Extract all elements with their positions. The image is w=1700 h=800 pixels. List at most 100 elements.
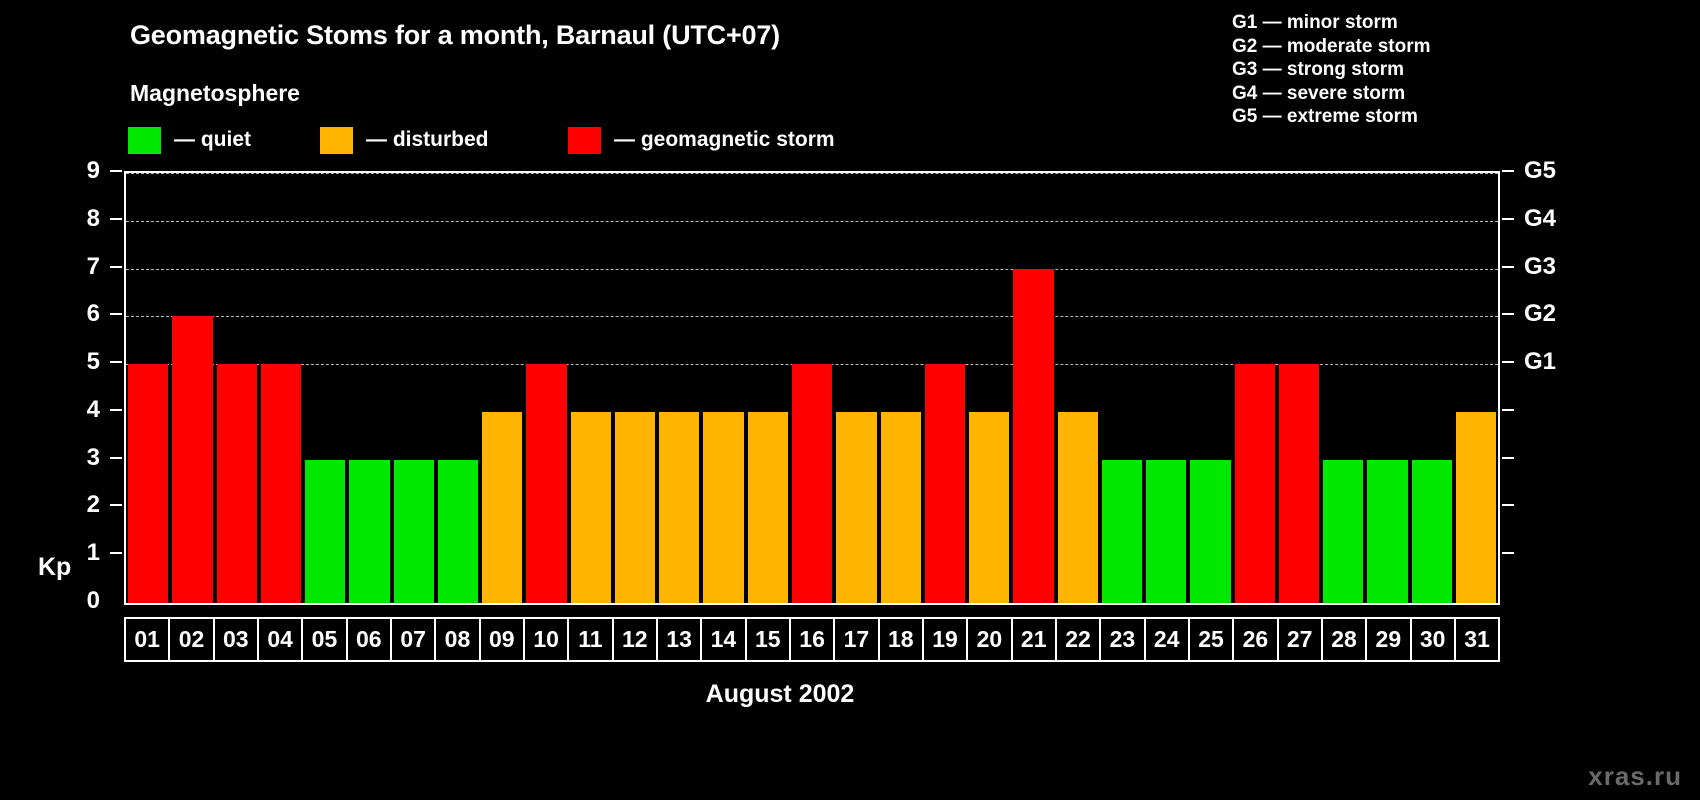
day-label-18[interactable]: 18 [880,619,924,660]
bar-day-23[interactable] [1101,459,1143,603]
day-label-11[interactable]: 11 [569,619,614,660]
day-label-06[interactable]: 06 [348,619,392,660]
legend-swatch-icon [568,126,601,154]
bar-day-19[interactable] [924,364,966,603]
gridline [126,173,1498,174]
day-label-15[interactable]: 15 [747,619,791,660]
g-tick-label-G1: G1 [1524,348,1557,376]
g-tick-mark [1502,170,1514,172]
g-tick-label-G5: G5 [1524,157,1557,184]
bar-day-04[interactable] [260,364,302,603]
bar-day-24[interactable] [1146,459,1187,603]
kp-tick-label: 0 [86,587,100,614]
day-label-17[interactable]: 17 [835,619,880,660]
bar-day-14[interactable] [703,411,744,603]
day-label-04[interactable]: 04 [259,619,304,660]
day-label-01[interactable]: 01 [126,619,171,660]
bar-day-26[interactable] [1234,364,1275,603]
kp-tick-label: 7 [86,252,100,280]
gridline [126,316,1498,318]
kp-tick-label: 6 [86,300,100,328]
day-label-03[interactable]: 03 [215,619,259,660]
g-tick-mark [1502,361,1514,364]
magnetosphere-heading: Magnetosphere [130,80,300,106]
kp-tick-mark [110,170,122,172]
day-label-19[interactable]: 19 [924,619,969,660]
bar-day-16[interactable] [791,364,833,603]
bar-day-15[interactable] [747,411,788,603]
day-label-05[interactable]: 05 [303,619,348,660]
plot-area [124,171,1500,605]
g-scale-legend-line: G1 — minor storm [1232,12,1398,33]
day-label-09[interactable]: 09 [481,619,525,660]
day-label-16[interactable]: 16 [791,619,836,660]
gridline [126,220,1498,222]
day-label-28[interactable]: 28 [1323,619,1368,660]
kp-tick-label: 5 [86,348,100,376]
legend-swatch-icon [320,126,353,154]
day-label-07[interactable]: 07 [392,619,437,660]
day-label-20[interactable]: 20 [968,619,1013,660]
bar-day-06[interactable] [349,459,390,603]
day-label-25[interactable]: 25 [1190,619,1235,660]
bar-day-30[interactable] [1411,459,1452,603]
day-label-10[interactable]: 10 [525,619,570,660]
day-label-31[interactable]: 31 [1464,626,1490,652]
legend-item-geomagnetic-storm: — geomagnetic storm [568,125,835,155]
legend-swatch-icon [128,126,161,154]
day-label-27[interactable]: 27 [1279,619,1323,660]
kp-tick-mark [110,313,122,316]
day-label-02[interactable]: 02 [170,619,215,660]
legend-item-label: — geomagnetic storm [614,128,835,151]
bar-day-31[interactable] [1455,411,1497,603]
day-axis: 01 02 03 04 05 06 07 08 09 10 11 12 13 14 15 16 17 18 19 20… [124,617,1500,662]
bar-day-18[interactable] [880,411,921,603]
day-label-12[interactable]: 12 [614,619,658,660]
day-label-08[interactable]: 08 [436,619,481,660]
bar-day-07[interactable] [393,459,434,603]
bar-day-27[interactable] [1278,364,1320,603]
bar-day-17[interactable] [836,411,877,603]
bar-day-10[interactable] [526,364,567,603]
legend-item-quiet: — quiet [128,125,251,155]
kp-tick-mark [110,217,122,220]
bar-day-03[interactable] [216,364,257,603]
day-label-14[interactable]: 14 [702,619,747,660]
bar-day-01[interactable] [128,364,169,603]
watermark: xras.ru [1588,761,1682,791]
day-label-30[interactable]: 30 [1412,619,1456,660]
bar-day-20[interactable] [969,411,1010,603]
bar-day-02[interactable] [172,316,213,603]
bar-day-13[interactable] [659,411,700,603]
g-axis-minor-tick-mark [1502,552,1514,555]
g-scale-legend-line: G2 — moderate storm [1232,35,1431,57]
day-label-13[interactable]: 13 [658,619,703,660]
kp-axis-label: Kp [38,553,72,581]
bar-day-21[interactable] [1013,268,1054,603]
gridline [126,268,1498,270]
legend-item-label: — disturbed [366,128,489,151]
kp-tick-mark [110,361,122,364]
day-label-23[interactable]: 23 [1101,619,1146,660]
g-axis-minor-tick-mark [1502,408,1514,411]
kp-tick-label: 1 [86,539,100,567]
g-axis-minor-tick-mark [1502,456,1514,459]
bar-day-08[interactable] [437,459,479,603]
bar-day-12[interactable] [614,411,656,603]
bar-day-28[interactable] [1323,459,1364,603]
legend-item-label: — quiet [174,128,251,151]
g-tick-label-G2: G2 [1524,300,1557,328]
day-label-26[interactable]: 26 [1234,619,1279,660]
day-label-22[interactable]: 22 [1057,619,1102,660]
bar-day-29[interactable] [1367,459,1408,603]
bar-day-25[interactable] [1190,459,1231,603]
bar-series [126,173,1498,603]
day-label-24[interactable]: 24 [1146,619,1190,660]
bar-day-09[interactable] [482,411,523,603]
day-label-21[interactable]: 21 [1013,619,1057,660]
bar-day-05[interactable] [305,459,346,603]
bar-day-11[interactable] [570,411,611,603]
bar-day-22[interactable] [1057,411,1098,603]
kp-axis: Kp 0 1 2 3 4 5 6 7 8 9 [0,157,124,614]
day-label-29[interactable]: 29 [1367,619,1412,660]
